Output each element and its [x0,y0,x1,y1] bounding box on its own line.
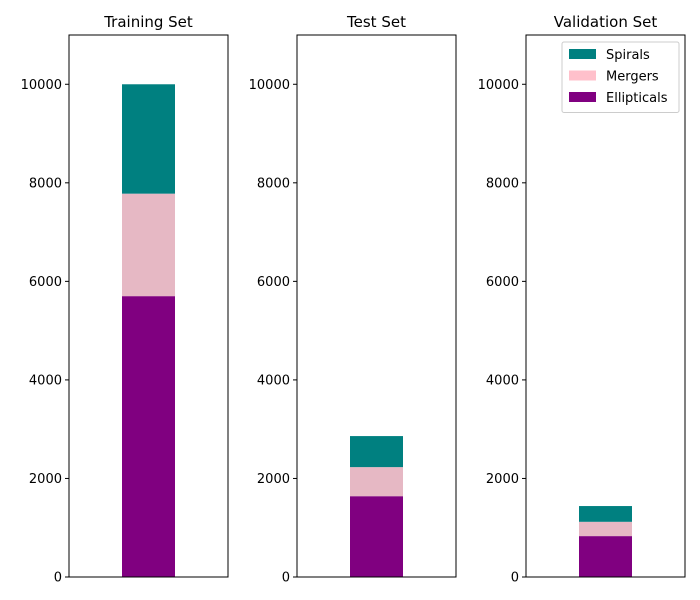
y-tick-label: 10000 [478,78,519,93]
bar-spirals [579,506,632,522]
y-tick-label: 2000 [29,472,62,487]
y-tick-label: 2000 [257,472,290,487]
axes-frame [68,34,229,578]
y-tick-label: 0 [282,571,290,586]
bar-spirals [350,436,403,468]
bar-mergers [122,193,175,297]
panel-2: 0 2000 4000 6000 8000 10000 Validation Set [478,13,686,586]
axes-frame [296,34,457,578]
y-tick-label: 4000 [486,373,519,388]
y-tick-label: 0 [54,571,62,586]
legend-label-ellipticals: Ellipticals [606,91,668,106]
axes-frame [525,34,686,578]
legend-swatch-spirals [569,49,596,59]
y-tick-label: 8000 [29,176,62,191]
y-tick-label: 6000 [486,275,519,290]
y-tick-label: 2000 [486,472,519,487]
bar-mergers [579,521,632,537]
legend-swatch-ellipticals [569,92,596,102]
y-tick-label: 4000 [257,373,290,388]
panel-1: 0 2000 4000 6000 8000 10000 Test Set [249,13,457,586]
legend-swatch-mergers [569,70,596,81]
y-tick-label: 8000 [486,176,519,191]
bar-ellipticals [350,496,403,577]
y-tick-label: 10000 [21,78,62,93]
legend-label-spirals: Spirals [606,48,650,63]
panel-title: Test Set [346,13,406,31]
y-tick-label: 4000 [29,373,62,388]
y-tick-label: 6000 [257,275,290,290]
legend: Spirals Mergers Ellipticals [561,41,680,113]
bar-ellipticals [579,536,632,577]
bar-ellipticals [122,296,175,577]
legend-label-mergers: Mergers [606,70,659,85]
panel-title: Training Set [103,13,193,31]
y-tick-label: 0 [511,571,519,586]
panel-0: 0 2000 4000 6000 8000 10000 Training Set [21,13,229,586]
bar-spirals [122,84,175,194]
y-tick-label: 6000 [29,275,62,290]
y-tick-label: 10000 [249,78,290,93]
panel-title: Validation Set [554,13,658,31]
bar-mergers [350,467,403,497]
y-tick-label: 8000 [257,176,290,191]
